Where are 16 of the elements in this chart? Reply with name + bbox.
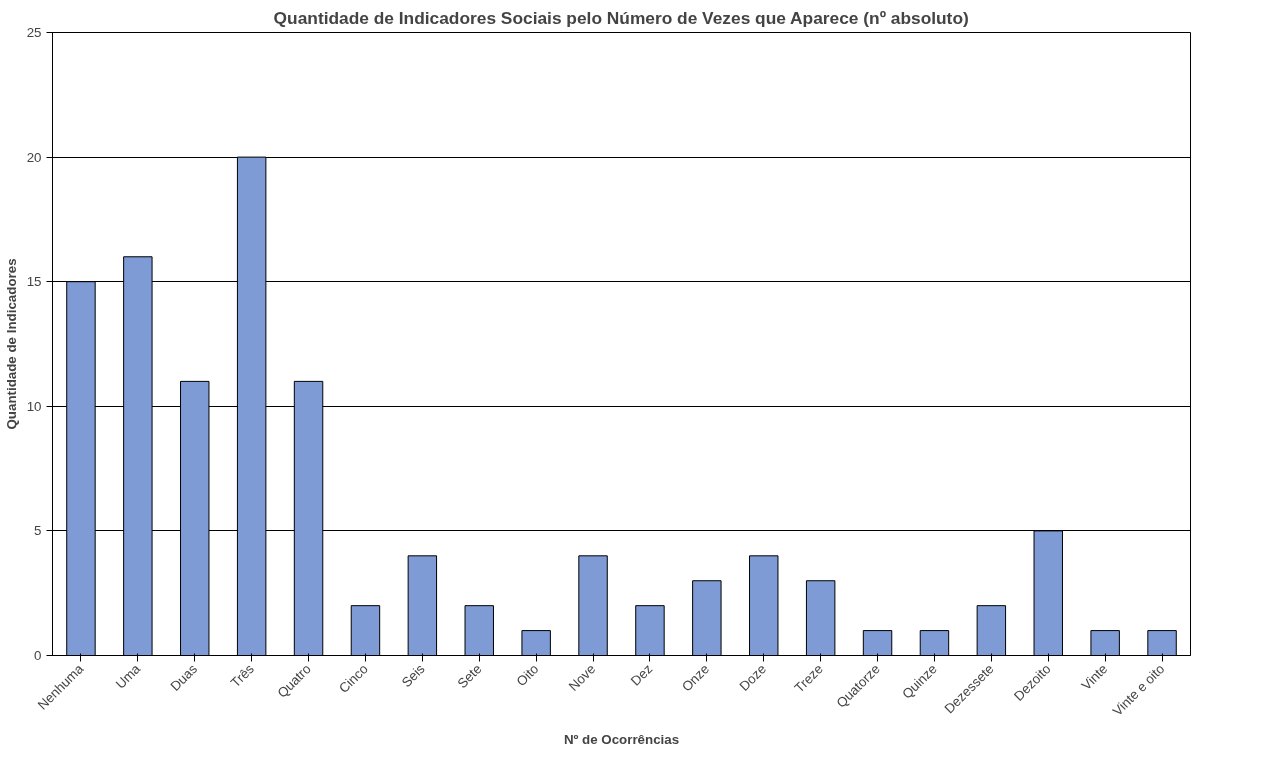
chart-title: Quantidade de Indicadores Sociais pelo Número de Vezes que Aparece (nº absoluto): [273, 7, 969, 28]
x-tick-label: Seis: [398, 660, 428, 691]
x-tick-label: Sete: [454, 661, 485, 692]
y-tick-label: 15: [26, 274, 42, 290]
x-tick-label: Três: [227, 660, 258, 691]
x-axis-title: Nº de Ocorrências: [563, 732, 680, 748]
y-tick-label: 5: [34, 523, 42, 539]
x-tick-label: Dez: [627, 661, 656, 689]
x-tick-label: Oito: [513, 661, 542, 690]
y-tick-label: 25: [26, 25, 42, 40]
y-tick-label: 20: [26, 149, 42, 165]
y-axis-title: Quantidade de Indicadores: [3, 258, 19, 430]
x-tick-label: Uma: [112, 660, 144, 692]
y-tick-label: 10: [26, 398, 42, 414]
x-tick-label: Vinte: [1078, 661, 1111, 694]
y-tick-label: 0: [34, 648, 42, 663]
